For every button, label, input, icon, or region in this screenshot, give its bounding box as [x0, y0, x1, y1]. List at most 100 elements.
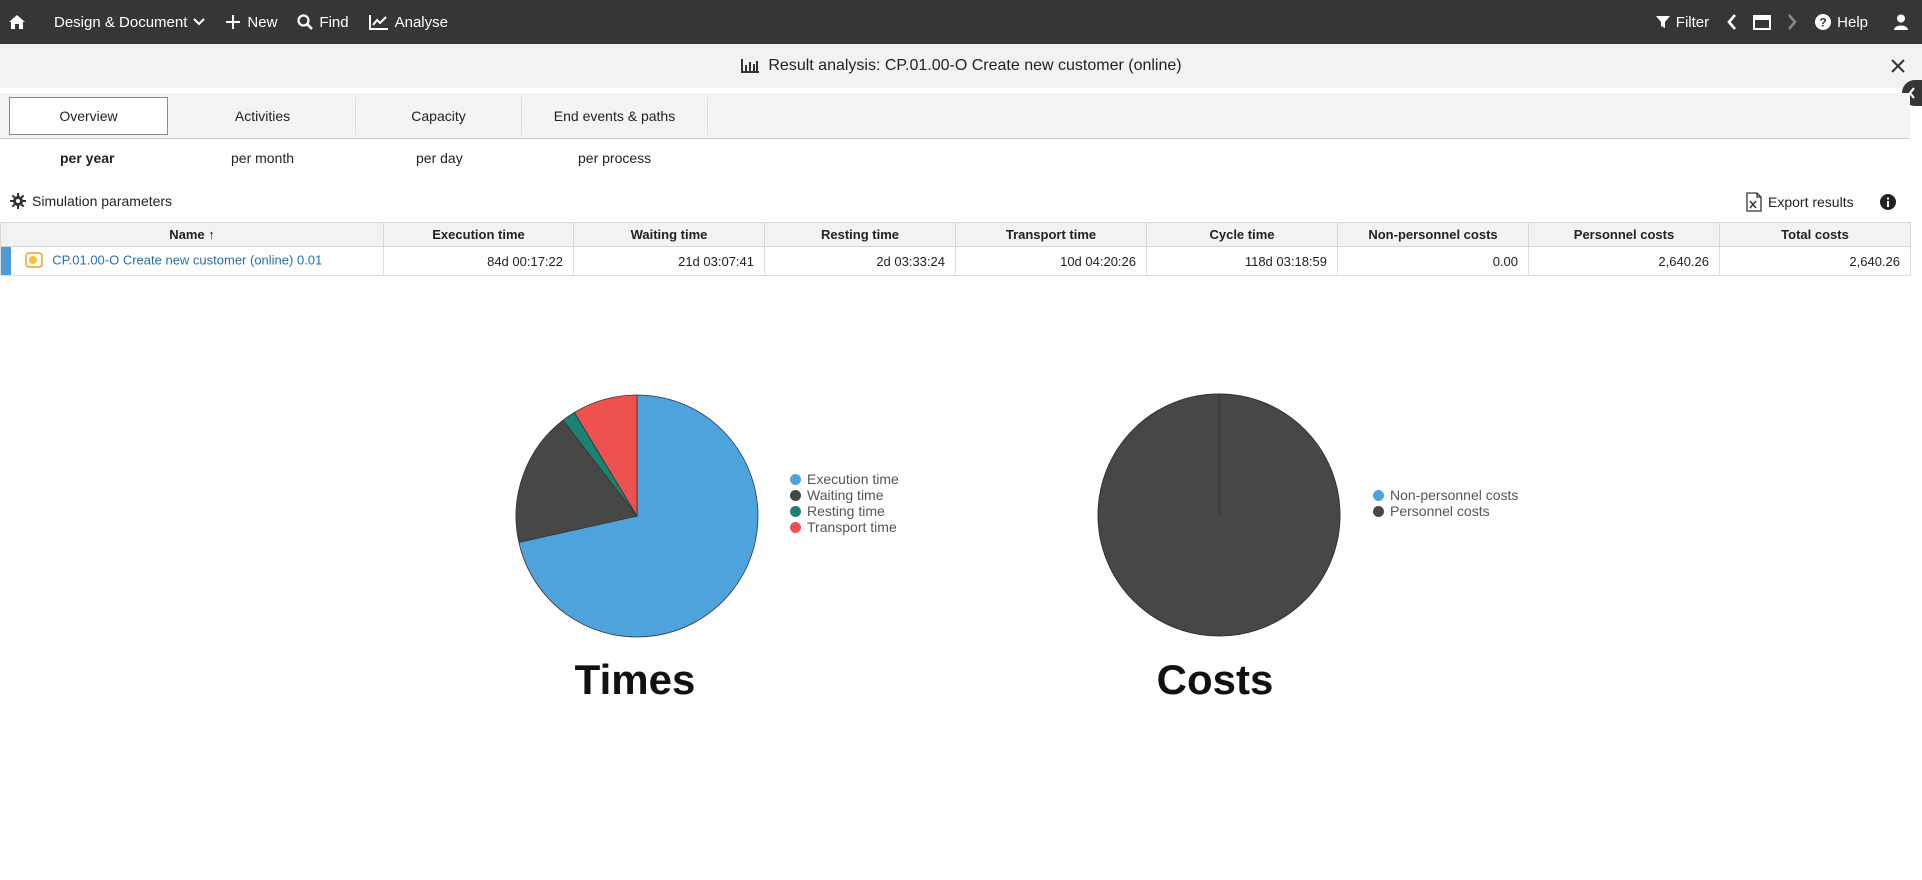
results-table: Name ↑ Execution time Waiting time Resti… [0, 222, 1911, 276]
tab-capacity[interactable]: Capacity [356, 97, 522, 135]
new-label: New [247, 13, 278, 31]
close-button[interactable] [1888, 56, 1908, 76]
simulation-parameters-button[interactable]: Simulation parameters [10, 193, 172, 209]
simulation-parameters-label: Simulation parameters [32, 193, 173, 209]
bar-chart-icon [740, 58, 760, 74]
legend-label: Transport time [807, 519, 897, 535]
user-button[interactable] [1878, 0, 1922, 44]
svg-text:?: ? [1819, 16, 1826, 30]
chevron-left-icon [1907, 86, 1917, 100]
gear-icon [10, 193, 26, 209]
column-header-name[interactable]: Name ↑ [0, 222, 384, 247]
home-icon [8, 14, 26, 30]
column-header-execution-time[interactable]: Execution time [383, 222, 574, 247]
column-header-resting-time[interactable]: Resting time [764, 222, 956, 247]
column-header-cycle-time[interactable]: Cycle time [1146, 222, 1338, 247]
legend-swatch [790, 489, 801, 501]
times-slice-transport-time[interactable] [573, 394, 638, 518]
legend-swatch [1373, 489, 1384, 501]
column-header-non-personnel-costs[interactable]: Non-personnel costs [1337, 222, 1529, 247]
times-legend: Execution time Waiting time Resting time Tr… [790, 471, 899, 535]
cell-waiting-time: 21d 03:07:41 [573, 246, 765, 276]
legend-label: Waiting time [807, 487, 884, 503]
process-icon [24, 251, 43, 271]
export-results-label: Export results [1768, 194, 1854, 210]
cell-personnel-costs: 2,640.26 [1528, 246, 1720, 276]
charts-area [515, 393, 1341, 638]
cell-transport-time: 10d 04:20:26 [955, 246, 1147, 276]
times-legend-item-transport-time[interactable]: Transport time [790, 519, 899, 535]
times-legend-item-waiting-time[interactable]: Waiting time [790, 487, 899, 503]
times-slice-execution-time[interactable] [518, 394, 759, 638]
times-slice-waiting-time[interactable] [515, 419, 638, 543]
legend-label: Personnel costs [1390, 503, 1490, 519]
help-label: Help [1837, 13, 1868, 31]
excel-file-icon [1746, 192, 1762, 212]
column-header-transport-time[interactable]: Transport time [955, 222, 1147, 247]
analyse-button[interactable]: Analyse [359, 0, 458, 44]
period-per-process[interactable]: per process [578, 150, 652, 166]
top-toolbar: Design & Document New Find Analyse Filte… [0, 0, 1922, 44]
costs-legend-item-non-personnel-costs[interactable]: Non-personnel costs [1373, 487, 1518, 503]
cell-cycle-time: 118d 03:18:59 [1146, 246, 1338, 276]
find-button[interactable]: Find [287, 0, 358, 44]
column-header-total-costs[interactable]: Total costs [1719, 222, 1911, 247]
plus-icon [225, 14, 241, 30]
cell-total-costs: 2,640.26 [1719, 246, 1911, 276]
table-header-row: Name ↑ Execution time Waiting time Resti… [0, 222, 1911, 247]
period-per-day[interactable]: per day [416, 150, 463, 166]
costs-legend-item-personnel-costs[interactable]: Personnel costs [1373, 503, 1518, 519]
filter-button[interactable]: Filter [1646, 0, 1719, 44]
design-document-label: Design & Document [54, 13, 188, 31]
window-icon [1753, 14, 1772, 30]
search-icon [297, 14, 314, 30]
export-results-button[interactable]: Export results [1746, 192, 1854, 212]
cell-name[interactable]: CP.01.00-O Create new customer (online) … [0, 246, 384, 276]
cell-non-personnel-costs: 0.00 [1337, 246, 1529, 276]
help-button[interactable]: ? Help [1805, 0, 1878, 44]
close-icon [1888, 56, 1908, 76]
period-per-year[interactable]: per year [60, 150, 115, 166]
user-icon [1894, 14, 1908, 30]
column-header-waiting-time[interactable]: Waiting time [573, 222, 765, 247]
window-button[interactable] [1745, 0, 1779, 44]
help-icon: ? [1815, 14, 1832, 30]
process-name-link[interactable]: CP.01.00-O Create new customer (online) … [52, 252, 323, 268]
legend-swatch [790, 521, 801, 533]
times-legend-item-execution-time[interactable]: Execution time [790, 471, 899, 487]
legend-swatch [1373, 505, 1384, 517]
design-document-menu[interactable]: Design & Document [44, 0, 215, 44]
legend-swatch [790, 473, 801, 485]
legend-label: Non-personnel costs [1390, 487, 1519, 503]
info-icon[interactable] [1880, 194, 1896, 213]
find-label: Find [319, 13, 349, 31]
line-chart-icon [368, 14, 389, 30]
column-header-personnel-costs[interactable]: Personnel costs [1528, 222, 1720, 247]
analysis-tabs: Overview Activities Capacity End events … [0, 93, 1910, 139]
times-legend-item-resting-time[interactable]: Resting time [790, 503, 899, 519]
row-selection-marker [1, 247, 11, 275]
table-row[interactable]: CP.01.00-O Create new customer (online) … [0, 246, 1911, 276]
forward-button[interactable] [1779, 0, 1805, 44]
costs-chart-title: Costs [1156, 656, 1274, 703]
chevron-down-icon [193, 18, 206, 26]
analyse-label: Analyse [394, 13, 448, 31]
home-button[interactable] [0, 0, 36, 44]
tab-overview[interactable]: Overview [9, 97, 168, 135]
tab-activities[interactable]: Activities [170, 97, 356, 135]
new-button[interactable]: New [215, 0, 287, 44]
filter-icon [1655, 15, 1670, 29]
times-chart-title: Times [574, 656, 696, 703]
chevron-left-icon [1727, 14, 1737, 30]
period-per-month[interactable]: per month [231, 150, 295, 166]
legend-swatch [790, 505, 801, 517]
costs-legend: Non-personnel costs Personnel costs [1373, 487, 1518, 519]
tab-end-events-paths[interactable]: End events & paths [522, 97, 708, 135]
page-title: Result analysis: CP.01.00-O Create new c… [768, 57, 1182, 74]
back-button[interactable] [1719, 0, 1745, 44]
chevron-right-icon [1787, 14, 1797, 30]
result-analysis-header: Result analysis: CP.01.00-O Create new c… [0, 44, 1922, 88]
cell-resting-time: 2d 03:33:24 [764, 246, 956, 276]
cell-execution-time: 84d 00:17:22 [383, 246, 574, 276]
filter-label: Filter [1675, 13, 1710, 31]
